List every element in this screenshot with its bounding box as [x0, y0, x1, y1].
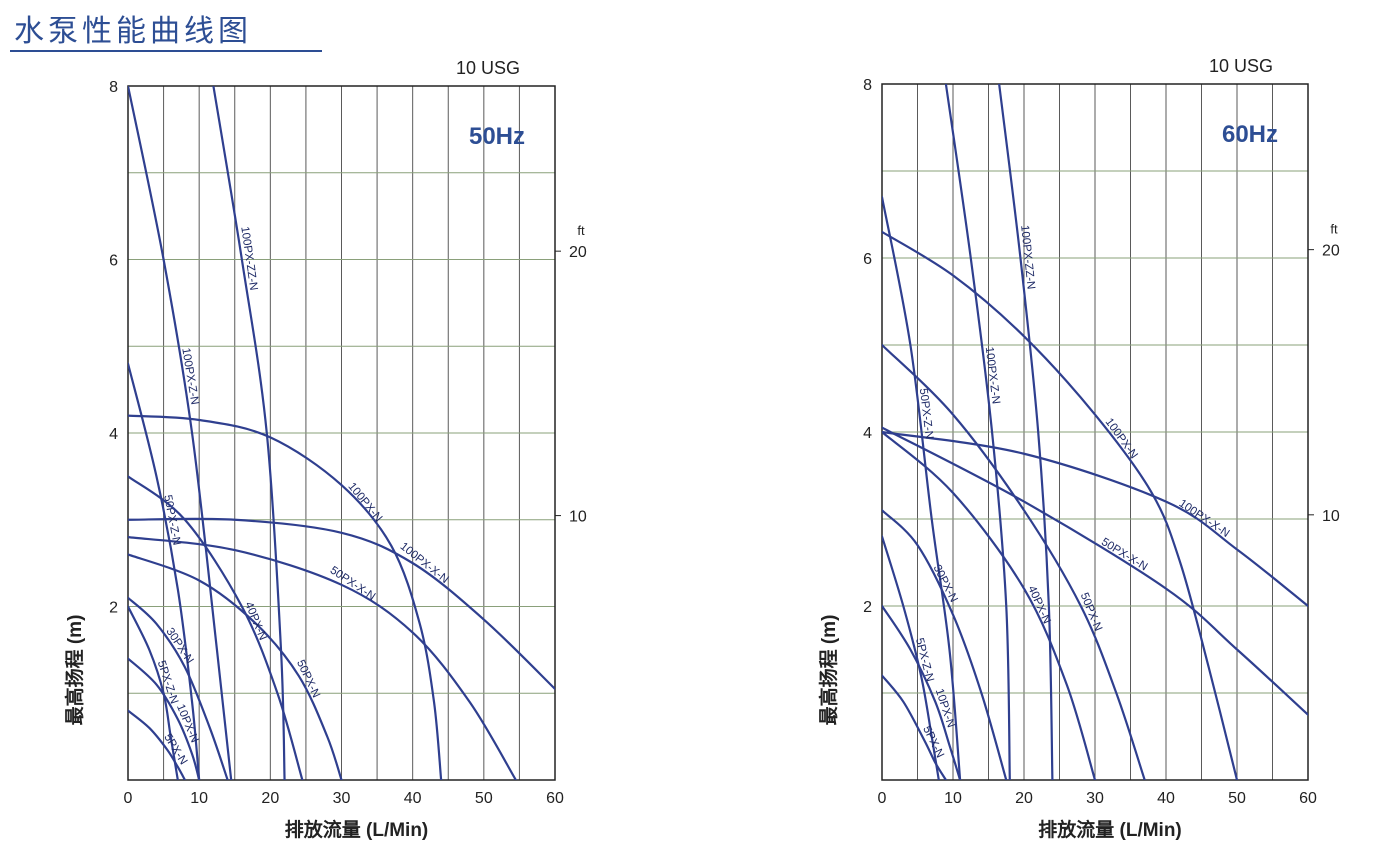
- curve-30PX-N: [128, 596, 229, 780]
- curve-10PX-N: [128, 657, 201, 780]
- curve-50PX-X-N: [882, 426, 1308, 716]
- chart-50Hz: 0 10 20 30 40 50 60 2 4 6 8 10 20 ft 10 USG 50Hz 排放流量 (L…: [63, 58, 587, 841]
- curve-label: 100PX-N: [1103, 416, 1140, 461]
- curve-10PX-N: [882, 604, 962, 780]
- curve-100PX-ZZ-N: [998, 84, 1054, 780]
- curve-label: 100PX-N: [345, 481, 384, 525]
- curve-40PX-N: [882, 430, 1097, 780]
- curve-50PX-N: [128, 553, 343, 780]
- curve-50PX-X-N: [128, 536, 517, 780]
- x-axis-title: 排放流量 (L/Min): [1038, 818, 1182, 841]
- curve-5PX-Z-N: [882, 535, 940, 780]
- curve-label: 50PX-N: [1078, 591, 1104, 633]
- y-tick-label: 6: [109, 253, 118, 270]
- y2-tick-label: 20: [1322, 243, 1340, 260]
- y2-tick-label: 10: [1322, 508, 1340, 525]
- curve-50PX-N: [882, 343, 1146, 780]
- y-axis-title: 最高扬程 (m): [817, 615, 840, 726]
- curve-30PX-N: [882, 509, 1008, 780]
- curve-100PX-Z-N: [944, 84, 1011, 780]
- curve-label: 100PX-Z-N: [179, 347, 200, 406]
- x-tick-label: 30: [1086, 790, 1104, 807]
- x-tick-label: 0: [124, 790, 133, 807]
- curve-100PX-X-N: [882, 430, 1308, 608]
- y-tick-label: 6: [863, 251, 872, 268]
- x-tick-label: 50: [1228, 790, 1246, 807]
- curve-5PX-N: [128, 709, 187, 780]
- x-tick-label: 40: [1157, 790, 1175, 807]
- curve-label: 30PX-N: [163, 626, 195, 666]
- x-axis-title: 排放流量 (L/Min): [285, 818, 429, 841]
- curve-label: 5PX-Z-N: [155, 659, 180, 705]
- curve-5PX-Z-N: [128, 605, 179, 780]
- curve-100PX-N: [128, 414, 443, 780]
- y-tick-label: 8: [863, 77, 872, 94]
- curve-100PX-X-N: [128, 517, 555, 691]
- y2-unit-label: ft: [577, 223, 585, 238]
- x-tick-label: 30: [333, 790, 351, 807]
- curve-40PX-N: [128, 475, 304, 780]
- curve-100PX-N: [882, 230, 1239, 780]
- curve-label: 10PX-N: [174, 703, 200, 745]
- page-title: 水泵性能曲线图: [14, 14, 252, 49]
- x-tick-label: 20: [261, 790, 279, 807]
- top-label: 10 USG: [1209, 56, 1273, 76]
- y-tick-label: 8: [109, 79, 118, 96]
- frequency-label: 50Hz: [469, 123, 525, 150]
- y2-tick-label: 10: [569, 509, 587, 526]
- curve-50PX-Z-N: [882, 196, 962, 780]
- y-axis-title: 最高扬程 (m): [63, 615, 86, 726]
- curve-label: 50PX-X-N: [1099, 536, 1149, 573]
- x-tick-label: 60: [1299, 790, 1317, 807]
- x-tick-label: 40: [404, 790, 422, 807]
- x-tick-label: 50: [475, 790, 493, 807]
- y2-tick-label: 20: [569, 244, 587, 261]
- y-tick-label: 4: [863, 425, 872, 442]
- x-tick-label: 0: [878, 790, 887, 807]
- frequency-label: 60Hz: [1222, 121, 1278, 148]
- top-label: 10 USG: [456, 58, 520, 78]
- x-tick-label: 60: [546, 790, 564, 807]
- curve-100PX-Z-N: [128, 86, 233, 780]
- curve-100PX-ZZ-N: [212, 86, 286, 780]
- y-tick-label: 2: [109, 600, 118, 617]
- y2-unit-label: ft: [1330, 222, 1338, 237]
- y-tick-label: 2: [863, 599, 872, 616]
- title-underline: [10, 50, 322, 52]
- chart-60Hz: 0 10 20 30 40 50 60 2 4 6 8 10 20 ft 10 USG 60Hz 排放流量 (L…: [817, 56, 1340, 841]
- curve-5PX-N: [882, 674, 947, 780]
- x-tick-label: 10: [190, 790, 208, 807]
- x-tick-label: 20: [1015, 790, 1033, 807]
- curve-50PX-Z-N: [128, 362, 201, 780]
- curve-label: 50PX-X-N: [328, 564, 378, 603]
- x-tick-label: 10: [944, 790, 962, 807]
- y-tick-label: 4: [109, 426, 118, 443]
